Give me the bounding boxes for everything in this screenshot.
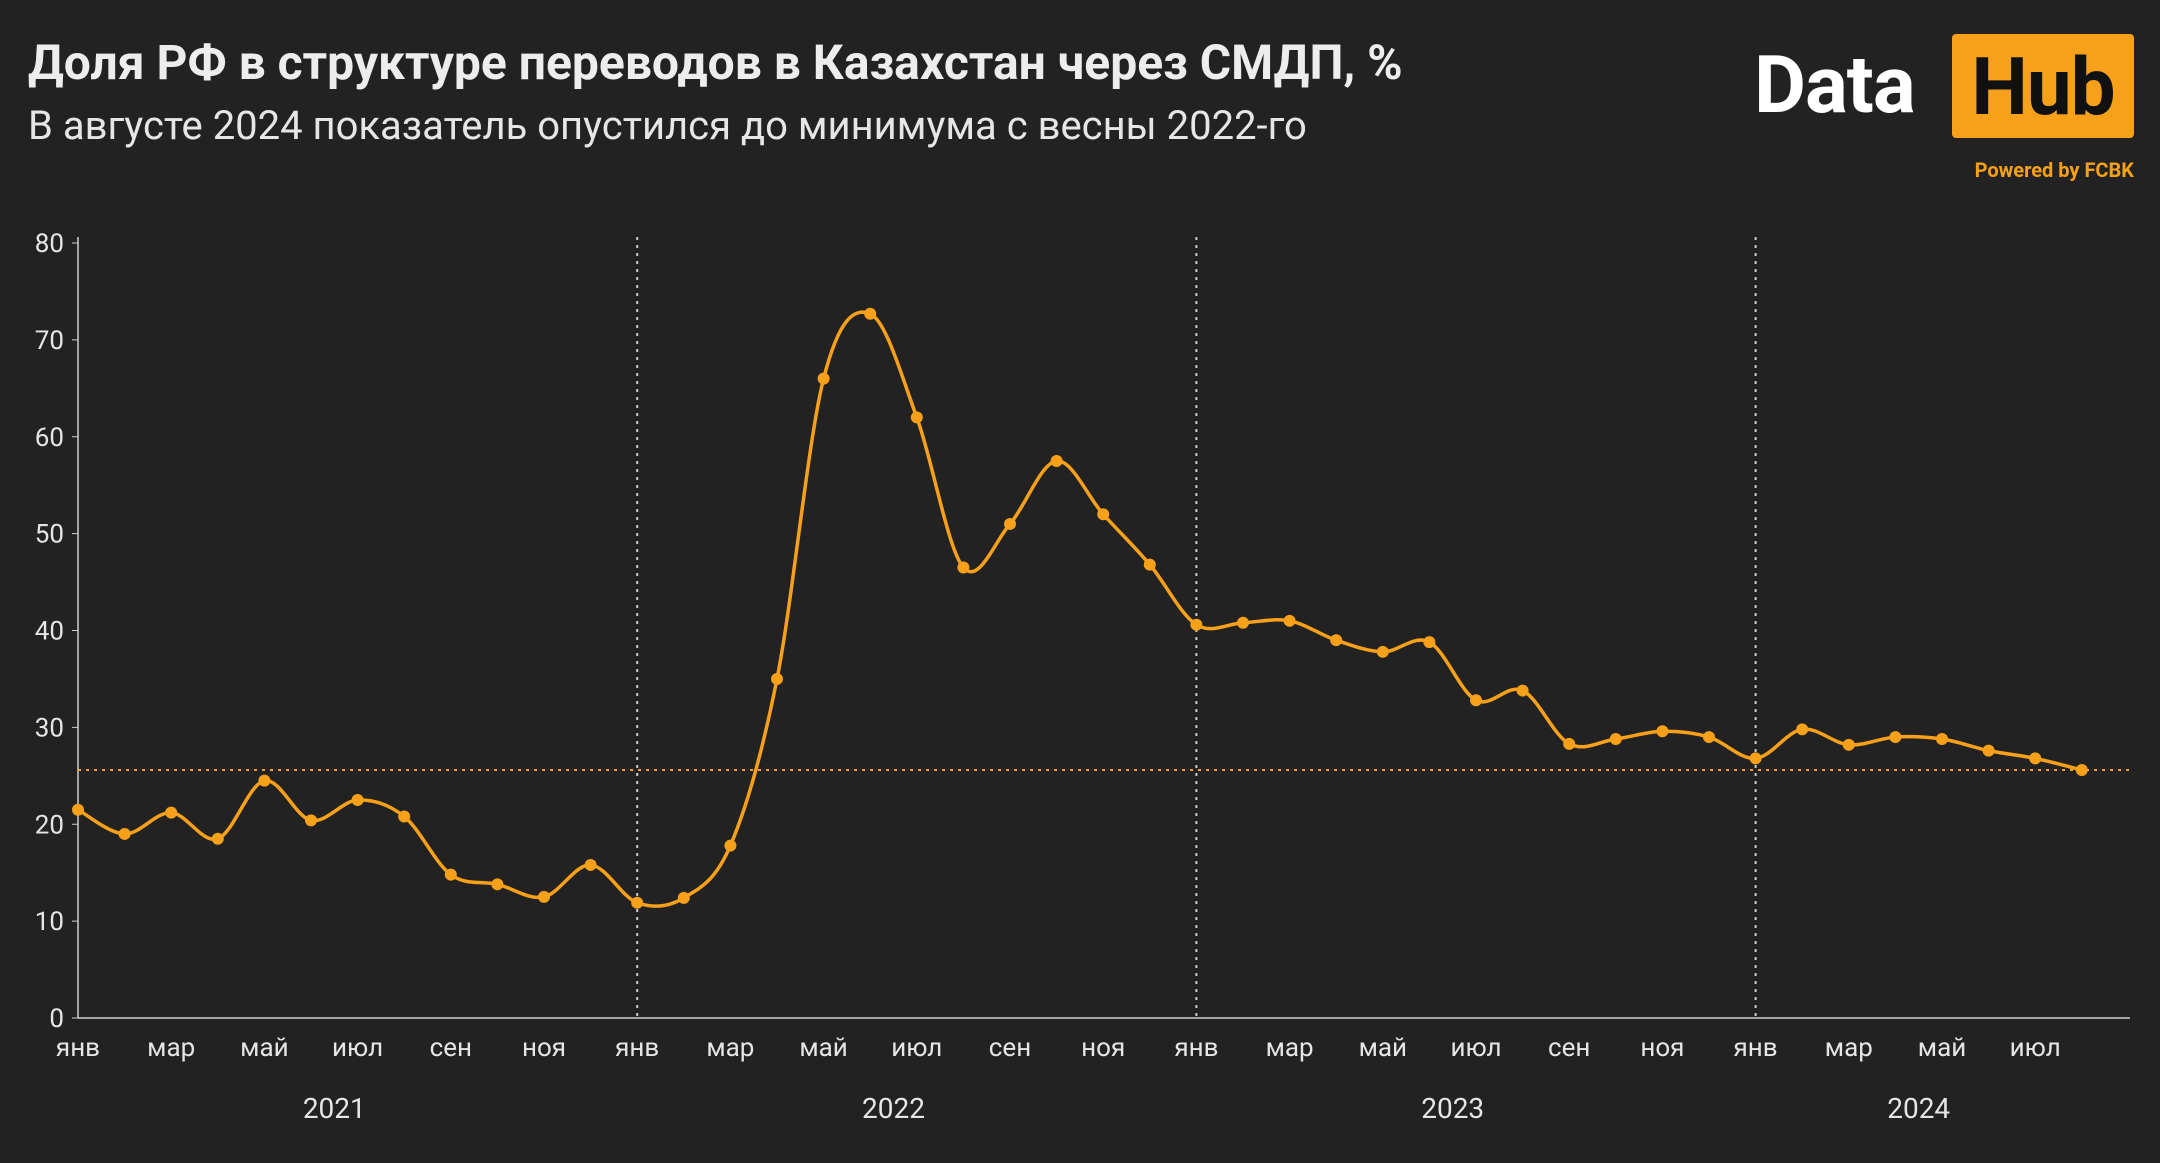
data-point — [631, 896, 644, 909]
x-tick-label: мар — [147, 1033, 195, 1063]
data-point — [1190, 618, 1203, 631]
x-tick-label: мар — [1825, 1033, 1873, 1063]
data-point — [771, 672, 783, 685]
data-point — [1656, 725, 1669, 738]
data-point — [584, 858, 597, 871]
series-line — [77, 310, 2083, 908]
x-tick-label: мар — [1266, 1033, 1314, 1063]
y-tick-label: 80 — [35, 229, 64, 259]
x-tick-label: мар — [706, 1033, 754, 1063]
x-tick-label: сен — [989, 1033, 1031, 1063]
data-point — [72, 803, 84, 816]
data-point — [444, 868, 457, 881]
data-point — [211, 832, 224, 845]
series-group — [72, 307, 2088, 909]
data-point — [1097, 508, 1110, 521]
x-tick-label: янв — [615, 1033, 659, 1063]
data-point — [351, 794, 364, 807]
data-point — [165, 806, 178, 819]
data-point — [1982, 744, 1995, 757]
data-point — [1563, 737, 1576, 750]
data-point — [1004, 517, 1016, 530]
data-point — [1749, 752, 1762, 765]
data-point — [1050, 454, 1063, 467]
x-tick-label: ноя — [1081, 1033, 1125, 1063]
data-point — [1796, 723, 1809, 736]
data-point — [491, 878, 504, 891]
year-labels: 2021 2022 2023 2024 — [303, 1092, 1951, 1125]
data-point — [1516, 684, 1529, 697]
data-point — [1842, 738, 1855, 751]
y-tick-label: 50 — [35, 520, 64, 550]
data-point — [1376, 645, 1389, 658]
x-tick-label: янв — [1174, 1033, 1218, 1063]
data-point — [817, 372, 830, 385]
x-tick-label: июл — [1450, 1033, 1501, 1063]
data-point — [398, 810, 411, 823]
data-point — [910, 411, 923, 424]
x-tick-label: янв — [1734, 1033, 1778, 1063]
y-tick-label: 10 — [35, 907, 64, 937]
data-point — [538, 890, 550, 903]
logo-hub-text: Hub — [1971, 40, 2115, 134]
logo-data-text: Data — [1754, 38, 1916, 132]
data-point — [1936, 733, 1948, 745]
year-separators — [636, 237, 1757, 1018]
data-point — [258, 774, 271, 787]
x-axis-ticks: янв мар май июл сен ноя янв мар май июл сен ноя янв м… — [56, 1033, 2061, 1063]
data-point — [2029, 752, 2042, 765]
data-point — [2075, 764, 2088, 776]
x-tick-label: ноя — [1640, 1033, 1684, 1063]
data-point — [1703, 731, 1715, 744]
x-tick-label: сен — [430, 1033, 472, 1063]
y-tick-label: 20 — [35, 810, 64, 840]
x-tick-label: июл — [2010, 1033, 2061, 1063]
x-tick-label: июл — [332, 1033, 383, 1063]
year-label: 2024 — [1887, 1092, 1950, 1125]
data-point — [957, 561, 970, 574]
y-axis-ticks: 0 10 20 30 40 50 60 70 80 — [35, 229, 78, 1034]
data-point — [305, 814, 317, 827]
year-label: 2022 — [862, 1092, 925, 1125]
x-tick-label: май — [240, 1033, 288, 1063]
x-tick-label: сен — [1548, 1033, 1590, 1063]
logo-powered-by: Powered by FCBK — [1974, 158, 2134, 182]
axes — [77, 237, 2130, 1019]
logo-hub-box: Hub — [1952, 34, 2134, 138]
y-tick-label: 60 — [35, 423, 64, 453]
data-point — [1143, 558, 1156, 571]
y-tick-label: 0 — [49, 1004, 64, 1034]
data-point — [1237, 616, 1249, 629]
data-point — [864, 307, 877, 320]
data-point — [1470, 694, 1482, 707]
data-point — [1609, 733, 1622, 745]
y-tick-label: 30 — [35, 713, 64, 743]
data-point — [1423, 636, 1436, 649]
year-label: 2023 — [1421, 1092, 1484, 1125]
y-tick-label: 70 — [35, 326, 64, 356]
data-point — [1889, 731, 1902, 744]
x-tick-label: янв — [56, 1033, 100, 1063]
chart-subtitle: В августе 2024 показатель опустился до м… — [28, 102, 1307, 149]
datahub-logo: Data Hub Powered by FCBK — [1754, 30, 2134, 182]
data-point — [118, 827, 131, 840]
x-tick-label: июл — [891, 1033, 942, 1063]
data-point — [1283, 614, 1296, 627]
y-tick-label: 40 — [35, 617, 64, 647]
year-label: 2021 — [303, 1092, 366, 1125]
x-tick-label: май — [799, 1033, 847, 1063]
x-tick-label: май — [1918, 1033, 1966, 1063]
x-tick-label: ноя — [522, 1033, 566, 1063]
data-point — [724, 839, 737, 852]
data-point — [677, 891, 690, 904]
data-point — [1330, 634, 1343, 647]
x-tick-label: май — [1359, 1033, 1407, 1063]
chart-title: Доля РФ в структуре переводов в Казахста… — [28, 34, 1403, 91]
